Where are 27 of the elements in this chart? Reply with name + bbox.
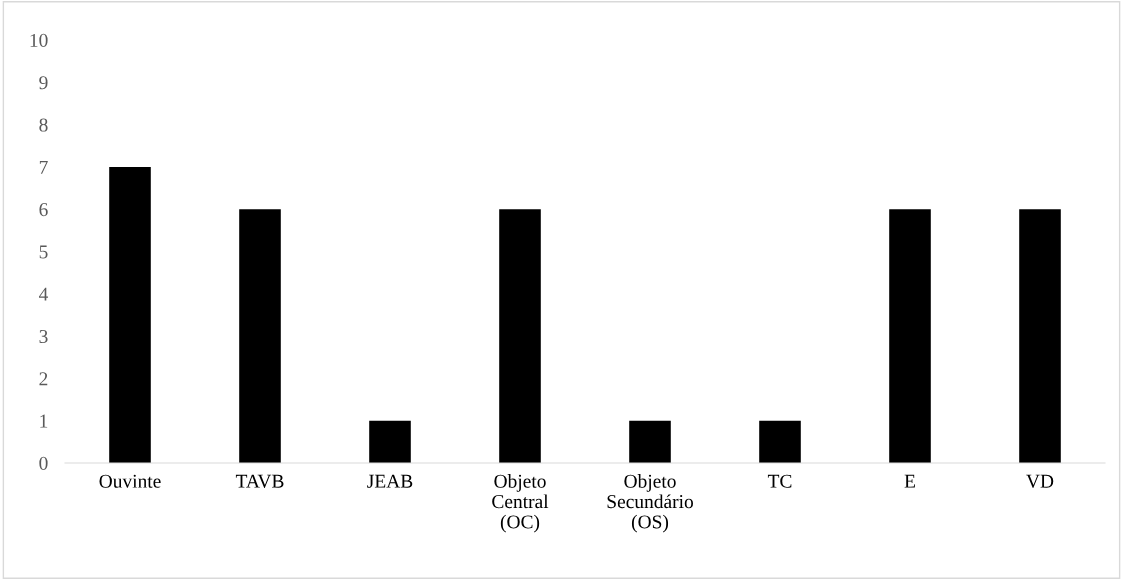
- x-tick-label: Objeto Secundário (OS): [607, 474, 693, 533]
- y-tick-label: 6: [39, 203, 48, 217]
- x-tick-label: VD: [1026, 474, 1054, 488]
- x-tick-label: TAVB: [235, 474, 284, 488]
- y-tick-label: 9: [39, 76, 48, 90]
- y-tick-label: 0: [39, 456, 48, 470]
- bar: [499, 209, 541, 463]
- y-tick-label: 5: [39, 245, 48, 259]
- bar: [109, 166, 151, 463]
- y-tick-label: 7: [39, 160, 48, 174]
- y-tick-label: 3: [39, 329, 48, 344]
- x-tick-label: Objeto Central (OC): [492, 474, 549, 533]
- bar: [629, 420, 671, 463]
- bar: [759, 420, 801, 463]
- bar: [889, 209, 931, 463]
- y-tick-label: 2: [39, 372, 48, 386]
- y-tick-label: 8: [39, 118, 48, 132]
- y-tick-label: 1: [40, 414, 48, 428]
- bar: [369, 420, 411, 463]
- bar: [1019, 209, 1061, 463]
- y-tick-label: 10: [30, 33, 48, 47]
- x-tick-label: E: [904, 474, 915, 488]
- x-tick-label: JEAB: [367, 474, 413, 488]
- x-tick-label: TC: [767, 474, 792, 488]
- y-tick-label: 4: [38, 287, 49, 301]
- bar: [239, 209, 281, 463]
- x-tick-label: Ouvinte: [99, 474, 161, 488]
